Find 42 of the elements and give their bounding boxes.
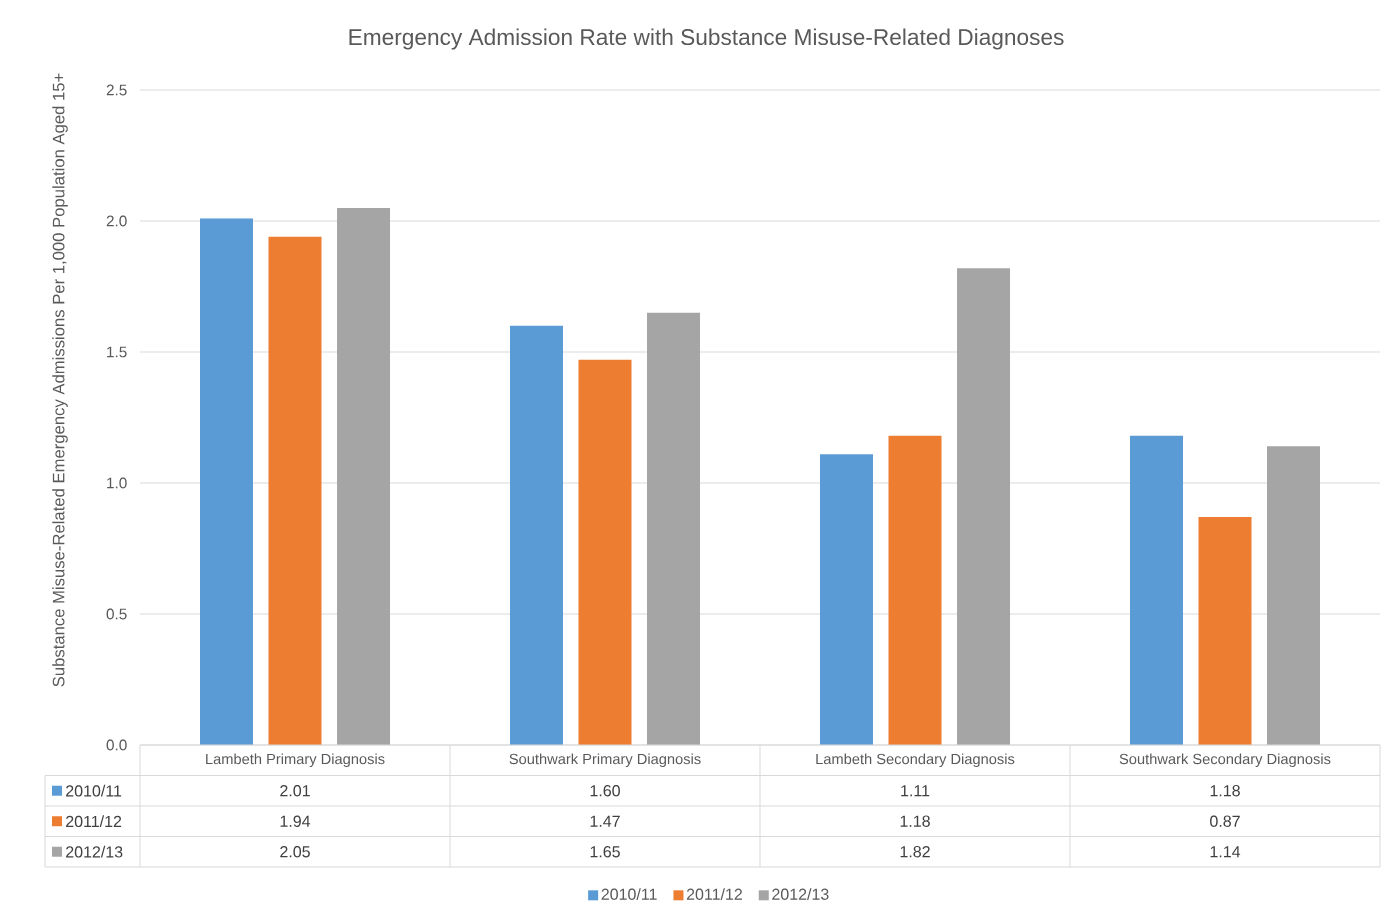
y-tick-label: 0.0 <box>106 739 127 751</box>
legend-label: 2012/13 <box>772 888 829 900</box>
bar <box>337 207 391 745</box>
bar <box>510 325 563 745</box>
bar <box>957 268 1011 745</box>
data-label: 1.60 <box>590 785 620 797</box>
data-label: 1.82 <box>900 846 930 858</box>
bar <box>820 454 873 745</box>
x-tick-label: Lambeth Primary Diagnosis <box>206 753 385 768</box>
data-label: 2.01 <box>280 785 310 797</box>
data-label: 1.18 <box>900 815 930 827</box>
bar <box>1267 446 1321 745</box>
y-axis-title: Substance Misuse-Related Emergency Admissions Per 1,000 Population Aged 15+ <box>52 73 68 687</box>
text: 2010/11 <box>601 888 657 900</box>
data-label: 1.11 <box>901 785 930 797</box>
bar <box>1129 435 1183 745</box>
data-label: 1.65 <box>590 846 620 858</box>
legend-label: 2011/12 <box>686 888 742 900</box>
chart-title: Emergency Admission Rate with Substance Misuse-Related Diagnoses <box>349 28 1064 50</box>
bar <box>268 236 322 745</box>
legend-label: 2010/11 <box>66 784 122 797</box>
x-tick-label: Southwark Primary Diagnosis <box>509 753 701 768</box>
bar <box>1198 517 1252 745</box>
data-label: 1.14 <box>1210 846 1241 858</box>
x-tick-label: Lambeth Secondary Diagnosis <box>816 753 1015 768</box>
text: 2012/13 <box>66 845 123 858</box>
bar <box>888 435 942 745</box>
data-label: 1.47 <box>590 815 620 827</box>
y-tick-label: 2.5 <box>106 84 127 96</box>
data-label: 0.87 <box>1210 815 1240 827</box>
y-tick-label: 1.5 <box>107 346 127 358</box>
bar <box>647 312 701 745</box>
data-label: 1.18 <box>1210 785 1240 797</box>
data-label: 1.94 <box>280 815 311 827</box>
text: 2011/12 <box>66 815 122 828</box>
bar <box>578 359 632 745</box>
y-tick-label: 1.0 <box>107 477 127 489</box>
data-label: 2.05 <box>280 846 310 858</box>
x-tick-label: Southwark Secondary Diagnosis <box>1119 753 1331 768</box>
y-tick-label: 2.0 <box>106 215 127 227</box>
bar <box>200 218 253 745</box>
y-tick-label: 0.5 <box>106 608 127 620</box>
